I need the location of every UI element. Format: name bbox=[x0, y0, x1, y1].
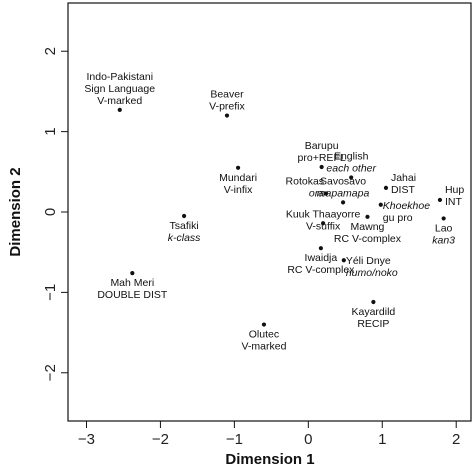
point-label: Iwaidja bbox=[305, 252, 338, 264]
point-label: each other bbox=[326, 162, 376, 174]
data-point bbox=[371, 299, 376, 305]
data-point bbox=[117, 107, 122, 113]
x-tick-label: 0 bbox=[304, 431, 312, 448]
data-point bbox=[365, 214, 370, 219]
data-point bbox=[441, 216, 446, 221]
y-axis: −2 −1 0 1 2 bbox=[42, 47, 68, 381]
point-label: Savosavo bbox=[320, 175, 366, 187]
data-point bbox=[235, 165, 241, 170]
data-point bbox=[181, 213, 187, 219]
point-label: Rotokas bbox=[286, 176, 325, 188]
data-point bbox=[318, 246, 323, 251]
y-tick-label: 2 bbox=[42, 47, 59, 55]
data-point bbox=[437, 197, 443, 203]
point-label: Hup bbox=[445, 184, 464, 196]
point-label: gu pro bbox=[383, 212, 413, 224]
point-label: V-infix bbox=[224, 184, 253, 196]
point-label: Jahai bbox=[391, 172, 416, 184]
y-tick-label: −1 bbox=[42, 284, 59, 301]
point-label: Tsafiki bbox=[169, 220, 198, 232]
point-label: V-marked bbox=[97, 95, 142, 107]
data-point bbox=[130, 270, 135, 276]
data-point bbox=[319, 164, 324, 170]
point-label: DIST bbox=[391, 184, 416, 196]
y-axis-title: Dimension 2 bbox=[7, 167, 24, 256]
point-label: V-marked bbox=[241, 341, 286, 353]
point-label: V-suffix bbox=[306, 220, 341, 232]
data-point bbox=[261, 322, 267, 327]
data-point bbox=[224, 113, 230, 118]
point-label: English bbox=[334, 150, 369, 162]
data-point bbox=[341, 258, 346, 263]
x-tick-label: −3 bbox=[78, 431, 95, 448]
point-label: DOUBLE DIST bbox=[97, 289, 168, 301]
point-label: Indo-Pakistani bbox=[86, 71, 153, 83]
point-label: mapamapa bbox=[317, 187, 370, 199]
point-label: k-class bbox=[168, 232, 201, 244]
y-tick-label: −2 bbox=[42, 364, 59, 381]
point-label: numo/noko bbox=[346, 267, 398, 279]
point-label: Yéli Dnye bbox=[346, 255, 391, 267]
point-label: Kuuk Thaayorre bbox=[286, 208, 361, 220]
point-label: Khoekhoe bbox=[383, 200, 430, 212]
data-point bbox=[323, 191, 329, 196]
point-label: INT bbox=[445, 196, 463, 208]
point-label: ora bbox=[309, 188, 324, 200]
point-label: Mundari bbox=[219, 172, 257, 184]
point-label: RC V-complex bbox=[334, 233, 402, 245]
point-label: Beaver bbox=[210, 89, 244, 101]
point-label: Olutec bbox=[249, 329, 279, 341]
point-label: kan3 bbox=[432, 234, 455, 246]
point-label: Sign Language bbox=[84, 83, 155, 95]
data-point bbox=[321, 221, 326, 226]
y-tick-label: 1 bbox=[42, 127, 59, 135]
x-tick-label: 2 bbox=[452, 431, 460, 448]
point-label: RC V-complex bbox=[287, 264, 355, 276]
point-label: Mawng bbox=[351, 221, 385, 233]
point-label: pro+REFL bbox=[298, 152, 346, 164]
point-label: V-prefix bbox=[209, 101, 245, 113]
data-point bbox=[378, 202, 383, 207]
point-label: RECIP bbox=[357, 318, 389, 330]
point-label: Kayardild bbox=[352, 306, 396, 318]
data-point bbox=[340, 200, 346, 205]
point-label: Mah Meri bbox=[110, 277, 154, 289]
x-tick-label: −2 bbox=[152, 431, 169, 448]
x-axis-title: Dimension 1 bbox=[225, 451, 314, 468]
x-tick-label: −1 bbox=[226, 431, 243, 448]
data-point bbox=[349, 175, 354, 180]
point-label: Barupu bbox=[305, 140, 339, 152]
data-point bbox=[383, 185, 389, 190]
x-axis: −3 −2 −1 0 1 2 bbox=[78, 421, 460, 448]
point-label: Lao bbox=[435, 222, 453, 234]
y-tick-label: 0 bbox=[42, 208, 59, 216]
x-tick-label: 1 bbox=[378, 431, 386, 448]
